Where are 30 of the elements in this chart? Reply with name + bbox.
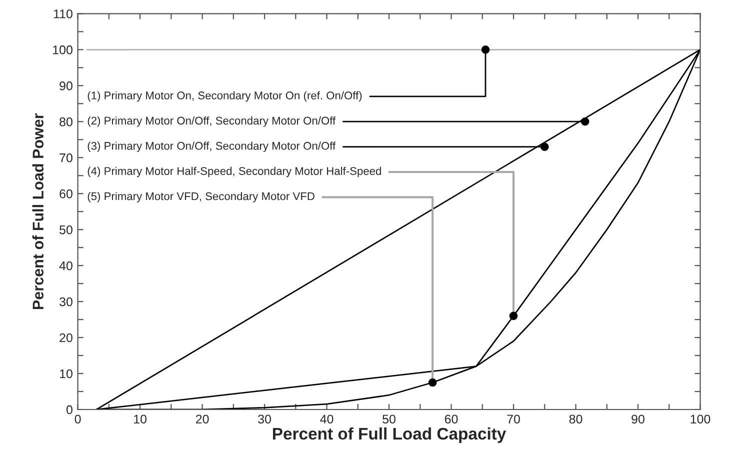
y-tick-label: 110 — [54, 9, 72, 18]
x-tick-label: 80 — [569, 414, 582, 424]
x-tick-label: 40 — [320, 414, 334, 424]
annotation: (2) Primary Motor On/Off, Secondary Motor On/Off — [88, 116, 336, 127]
y-tick-label: 90 — [60, 81, 72, 90]
y-tick-label: 80 — [60, 117, 72, 126]
annotation: (1) Primary Motor On, Secondary Motor On (ref. On/Off) — [88, 91, 362, 102]
x-tick-label: 10 — [134, 414, 147, 424]
y-axis-title: Percent of Full Load Power — [32, 113, 44, 310]
y-tick-label: 10 — [60, 369, 72, 378]
x-tick-label: 0 — [74, 414, 81, 424]
annotation: (5) Primary Motor VFD, Secondary Motor VFD — [88, 192, 314, 202]
y-tick-label: 20 — [60, 333, 72, 342]
y-tick-label: 60 — [60, 189, 72, 198]
x-tick-label: 90 — [632, 414, 644, 424]
x-tick-label: 100 — [690, 414, 710, 424]
x-axis-title: Percent of Full Load Capacity — [273, 427, 506, 443]
y-tick-label: 40 — [59, 261, 72, 270]
y-tick-label: 70 — [60, 153, 72, 162]
x-tick-label: 60 — [444, 414, 458, 424]
y-tick-label: 100 — [53, 45, 72, 54]
annotation: (4) Primary Motor Half-Speed, Secondary Motor Half-Speed — [88, 166, 381, 178]
x-tick-label: 20 — [196, 414, 209, 424]
y-tick-label: 30 — [60, 297, 72, 306]
y-tick-label: 0 — [66, 405, 72, 414]
annotation: (3) Primary Motor On/Off, Secondary Motor On/Off — [88, 142, 336, 152]
x-tick-label: 70 — [507, 414, 520, 424]
y-tick-label: 50 — [60, 225, 72, 234]
x-tick-label: 30 — [258, 414, 271, 424]
x-tick-label: 50 — [382, 414, 396, 424]
